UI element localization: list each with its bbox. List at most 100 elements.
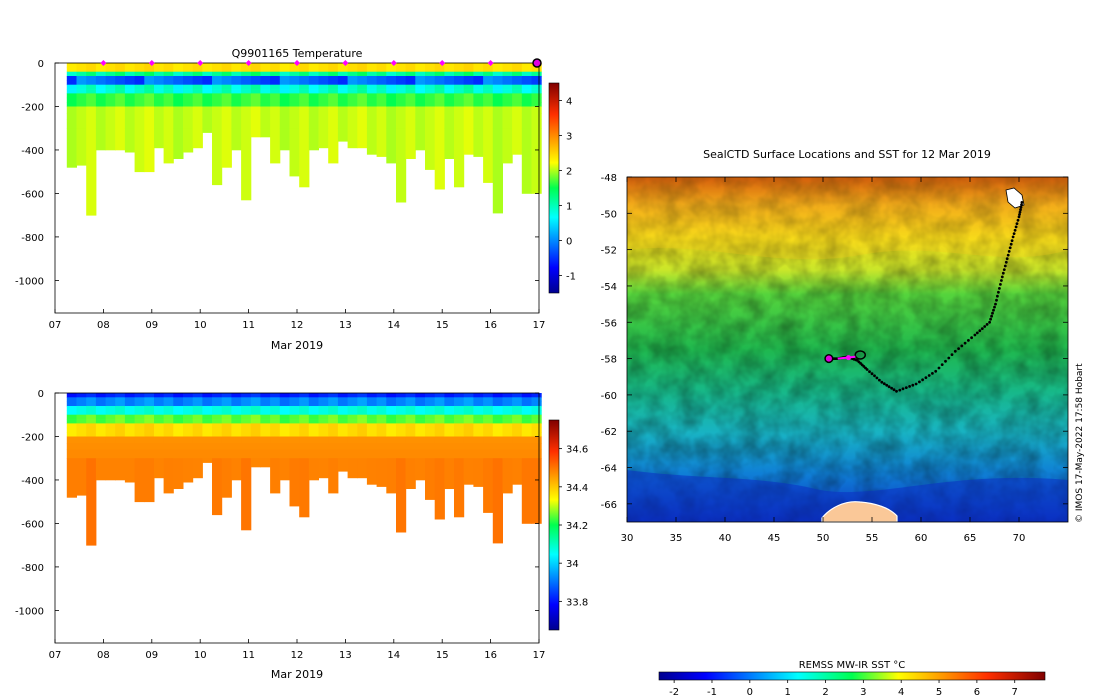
section-cell xyxy=(337,423,349,429)
section-cell xyxy=(521,397,532,402)
section-cell xyxy=(376,414,387,420)
copyright-text: © IMOS 17-May-2022 17:58 Hobart xyxy=(1075,363,1085,523)
section-cell xyxy=(134,63,145,68)
section-cell xyxy=(250,432,261,437)
section-cell xyxy=(396,93,407,99)
section-cell xyxy=(202,397,213,402)
section-cell xyxy=(366,89,378,94)
section-cell xyxy=(347,63,358,68)
map-y-tick-label: -64 xyxy=(601,464,617,475)
section-cell xyxy=(95,419,107,424)
section-cell xyxy=(415,423,426,429)
section-cell xyxy=(366,397,378,402)
section-cell xyxy=(76,397,87,402)
section-cell xyxy=(270,84,281,90)
y-tick-label: -200 xyxy=(21,102,44,113)
section-cell xyxy=(183,63,194,68)
section-cell xyxy=(154,89,165,94)
section-cell xyxy=(434,458,445,520)
section-cell xyxy=(512,89,523,94)
section-cell xyxy=(299,102,310,107)
section-cell xyxy=(163,406,174,411)
section-cell xyxy=(337,84,349,90)
section-cell xyxy=(357,427,368,433)
section-cell xyxy=(86,458,97,546)
section-cell xyxy=(95,393,107,398)
section-cell xyxy=(289,113,300,120)
section-cell xyxy=(183,89,194,94)
section-cell xyxy=(512,119,523,129)
section-cell xyxy=(318,119,329,129)
section-cell xyxy=(163,102,174,107)
section-cell xyxy=(76,67,87,72)
section-cell xyxy=(483,113,494,120)
section-cell xyxy=(347,67,358,72)
section-cell xyxy=(250,406,261,411)
section-cell xyxy=(502,397,513,402)
section-cell xyxy=(86,419,97,424)
section-cell xyxy=(473,113,484,120)
section-cell xyxy=(299,106,310,114)
section-cell xyxy=(473,89,484,94)
section-cell xyxy=(376,419,387,424)
section-cell xyxy=(154,419,165,424)
section-cell xyxy=(95,449,107,459)
section-cell xyxy=(396,427,407,433)
section-cell xyxy=(473,397,484,402)
section-cell xyxy=(415,414,426,420)
section-cell xyxy=(250,427,261,433)
sst-colorbar-tick-label: 3 xyxy=(860,687,866,698)
section-cell xyxy=(357,63,368,68)
section-cell xyxy=(337,80,349,86)
section-cell xyxy=(502,119,513,129)
section-cell xyxy=(279,76,290,81)
map-x-tick-label: 60 xyxy=(915,533,928,544)
section-cell xyxy=(531,119,542,129)
section-cell xyxy=(124,89,136,94)
section-cell xyxy=(183,93,194,99)
section-cell xyxy=(250,128,261,138)
section-cell xyxy=(337,93,349,99)
section-cell xyxy=(405,67,416,72)
section-cell xyxy=(328,397,339,402)
section-cell xyxy=(454,397,465,402)
section-cell xyxy=(521,423,532,429)
section-cell xyxy=(241,106,252,114)
surfacing-markers xyxy=(100,60,494,66)
section-cell xyxy=(328,113,339,120)
section-cell xyxy=(308,443,319,450)
track-dot xyxy=(970,336,973,340)
section-cell xyxy=(279,106,290,114)
section-cell xyxy=(318,128,329,149)
section-cell xyxy=(396,414,407,420)
section-cell xyxy=(66,436,77,444)
track-dot xyxy=(927,374,931,377)
section-cell xyxy=(86,128,97,216)
section-cell xyxy=(473,406,484,411)
section-cell xyxy=(231,436,242,444)
section-cell xyxy=(231,63,242,68)
section-cell xyxy=(250,93,261,99)
section-cell xyxy=(76,449,87,459)
section-cell xyxy=(521,419,532,424)
section-cell xyxy=(95,443,107,450)
section-cell xyxy=(163,80,174,86)
section-cell xyxy=(105,397,116,402)
section-cell xyxy=(357,89,368,94)
section-cell xyxy=(260,393,271,398)
section-cell xyxy=(76,410,87,416)
section-cell xyxy=(231,80,242,86)
section-cell xyxy=(105,427,116,433)
section-cell xyxy=(105,423,116,429)
section-cell xyxy=(483,419,494,424)
x-tick-label: 17 xyxy=(533,320,546,331)
section-cell xyxy=(492,401,503,407)
section-cell xyxy=(241,128,252,201)
section-cell xyxy=(318,97,329,103)
section-cell xyxy=(289,449,300,459)
section-cell xyxy=(512,113,523,120)
section-cell xyxy=(357,71,368,77)
section-cell xyxy=(502,76,513,81)
section-cell xyxy=(183,397,194,402)
